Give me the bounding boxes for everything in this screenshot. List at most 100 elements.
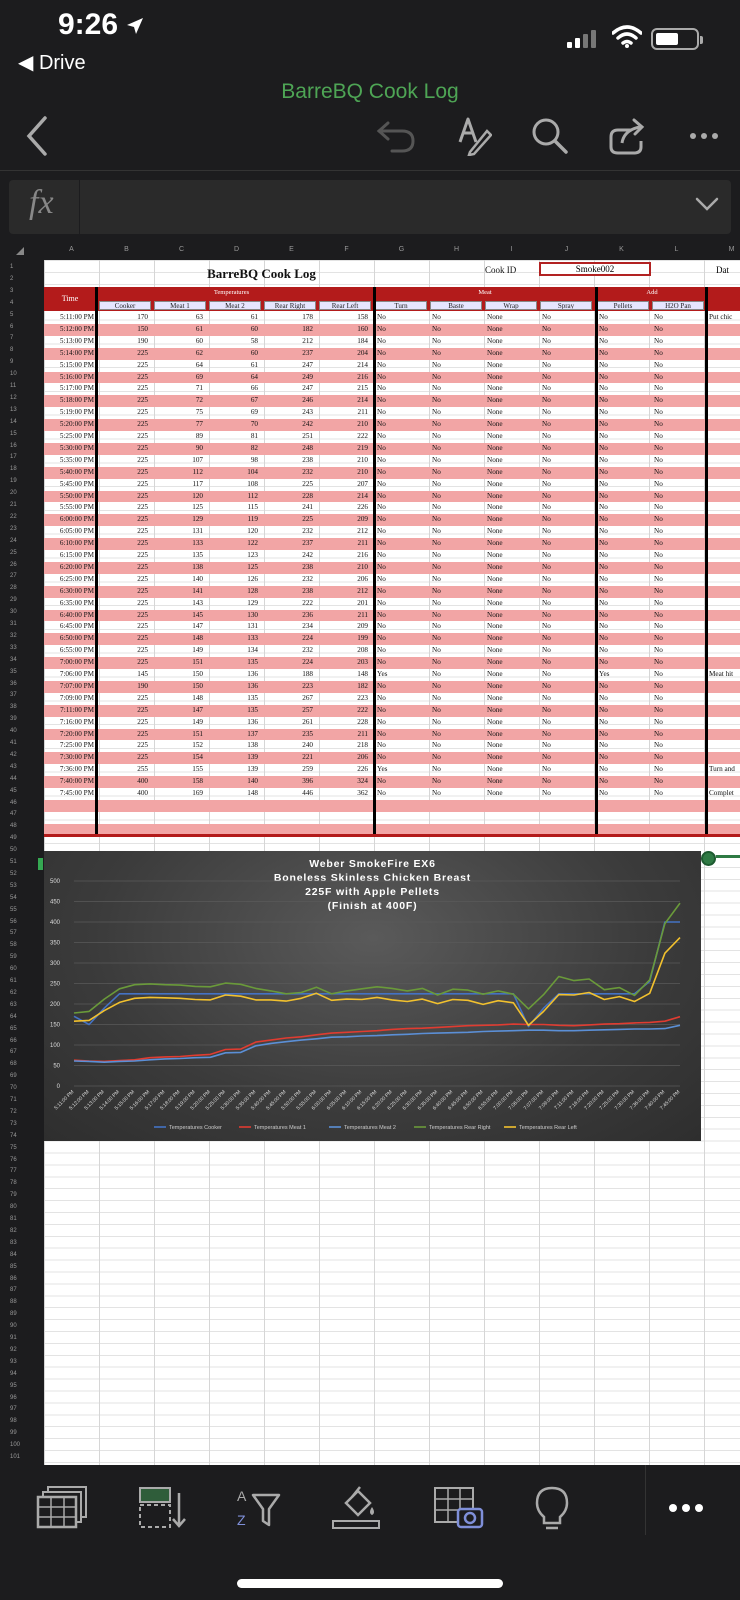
table-cell[interactable]: 137 <box>247 729 258 738</box>
table-cell[interactable]: 6:50:00 PM <box>59 634 94 643</box>
subheader-cell[interactable]: H2O Pan <box>652 301 704 310</box>
table-cell[interactable]: 210 <box>357 467 368 476</box>
table-cell[interactable]: 225 <box>137 515 148 524</box>
table-cell[interactable]: 190 <box>137 336 148 345</box>
table-cell[interactable]: No <box>599 598 608 607</box>
row-header[interactable]: 25 <box>10 549 17 556</box>
table-cell[interactable]: 238 <box>302 455 313 464</box>
table-cell[interactable]: No <box>542 741 551 750</box>
row-header[interactable]: 5 <box>10 311 14 318</box>
row-header[interactable]: 72 <box>10 1108 17 1115</box>
table-cell[interactable]: No <box>542 527 551 536</box>
table-row[interactable]: 6:05:00 PM 225 131 120 232 212 No No None No No No <box>44 526 740 538</box>
table-cell[interactable]: 67 <box>250 396 258 405</box>
row-header[interactable]: 26 <box>10 561 17 568</box>
table-row[interactable]: 7:11:00 PM 225 147 135 257 222 No No None No No No <box>44 704 740 717</box>
table-cell[interactable]: 5:40:00 PM <box>59 467 94 476</box>
table-cell[interactable]: 5:18:00 PM <box>59 396 94 405</box>
table-cell[interactable]: No <box>599 586 608 595</box>
row-header[interactable]: 9 <box>10 359 14 366</box>
row-header[interactable]: 63 <box>10 1001 17 1008</box>
table-cell[interactable]: None <box>487 741 503 750</box>
table-cell[interactable]: 70 <box>250 420 258 429</box>
table-cell[interactable]: No <box>542 586 551 595</box>
table-cell[interactable]: 150 <box>192 681 203 690</box>
table-cell[interactable]: 160 <box>357 324 368 333</box>
row-header[interactable]: 39 <box>10 716 17 723</box>
table-cell[interactable]: 154 <box>192 753 203 762</box>
table-cell[interactable]: 5:13:00 PM <box>59 336 94 345</box>
table-cell[interactable]: No <box>654 372 663 381</box>
table-row[interactable]: 7:30:00 PM 225 154 139 221 206 No No None No No No <box>44 752 740 765</box>
table-cell[interactable]: 225 <box>137 574 148 583</box>
table-cell[interactable]: No <box>542 491 551 500</box>
row-header[interactable]: 101 <box>10 1454 21 1460</box>
table-cell[interactable]: None <box>487 705 503 714</box>
table-cell[interactable]: 6:15:00 PM <box>59 551 94 559</box>
table-cell[interactable]: No <box>377 372 386 381</box>
table-cell[interactable]: None <box>487 360 503 369</box>
table-cell[interactable]: 5:15:00 PM <box>59 360 94 369</box>
table-cell[interactable]: 225 <box>302 515 313 524</box>
table-cell[interactable]: No <box>654 562 663 571</box>
table-cell[interactable]: No <box>542 646 551 655</box>
table-cell[interactable]: No <box>377 789 386 797</box>
table-cell[interactable]: None <box>487 420 503 429</box>
row-header[interactable]: 42 <box>10 751 17 758</box>
table-cell[interactable]: No <box>432 396 441 405</box>
table-cell[interactable]: 60 <box>250 348 258 357</box>
row-header[interactable]: 34 <box>10 656 17 663</box>
table-cell[interactable]: None <box>487 515 503 524</box>
table-cell[interactable]: No <box>432 693 441 702</box>
table-cell[interactable]: 5:35:00 PM <box>59 455 94 464</box>
row-header[interactable]: 83 <box>10 1239 17 1246</box>
table-cell[interactable]: No <box>654 348 663 357</box>
table-cell[interactable]: No <box>542 622 551 631</box>
table-cell[interactable]: No <box>432 467 441 476</box>
table-cell[interactable]: None <box>487 622 503 631</box>
table-cell[interactable]: 259 <box>302 765 313 774</box>
table-row[interactable]: 7:16:00 PM 225 149 136 261 228 No No None No No No <box>44 717 740 729</box>
table-cell[interactable]: No <box>599 491 608 500</box>
table-row[interactable]: 5:35:00 PM 225 107 98 238 210 No No None No No No <box>44 455 740 467</box>
table-cell[interactable]: 212 <box>357 586 368 595</box>
table-cell[interactable]: 130 <box>247 610 258 619</box>
table-cell[interactable]: No <box>377 562 386 571</box>
row-header[interactable]: 53 <box>10 882 17 889</box>
table-cell[interactable]: No <box>599 324 608 333</box>
table-cell[interactable]: No <box>599 634 608 643</box>
table-cell[interactable]: Yes <box>377 765 388 774</box>
row-header[interactable]: 71 <box>10 1097 17 1103</box>
table-row[interactable]: 6:20:00 PM 225 138 125 238 210 No No None No No No <box>44 561 740 574</box>
table-cell[interactable]: 446 <box>302 789 313 797</box>
row-header[interactable]: 93 <box>10 1358 17 1365</box>
table-cell[interactable]: 61 <box>250 360 258 369</box>
line-chart[interactable]: Weber SmokeFire EX6 Boneless Skinless Chi… <box>44 851 701 1141</box>
table-cell[interactable]: 225 <box>137 622 148 631</box>
table-cell[interactable]: 170 <box>137 313 148 321</box>
table-cell[interactable]: No <box>432 586 441 595</box>
table-cell[interactable]: 7:40:00 PM <box>59 777 94 786</box>
table-cell[interactable]: No <box>377 574 386 583</box>
table-cell[interactable]: 115 <box>247 503 258 512</box>
table-cell[interactable]: 5:25:00 PM <box>59 432 94 440</box>
row-header[interactable]: 13 <box>10 406 17 413</box>
table-cell[interactable]: No <box>599 313 608 321</box>
table-cell[interactable]: 224 <box>302 634 313 643</box>
table-cell[interactable]: 222 <box>357 705 368 714</box>
row-header[interactable]: 62 <box>10 989 17 996</box>
row-header[interactable]: 45 <box>10 787 17 794</box>
table-cell[interactable]: 122 <box>247 539 258 548</box>
table-cell[interactable]: No <box>654 527 663 536</box>
row-header[interactable]: 12 <box>10 394 17 401</box>
table-cell[interactable]: 6:30:00 PM <box>59 586 94 595</box>
subheader-cell[interactable]: Pellets <box>597 301 649 310</box>
row-header[interactable]: 16 <box>10 442 17 449</box>
column-header[interactable]: C <box>178 246 185 253</box>
table-cell[interactable]: 209 <box>357 515 368 524</box>
row-header[interactable]: 59 <box>10 954 17 961</box>
table-cell[interactable]: 61 <box>250 313 258 321</box>
sort-icon[interactable] <box>134 1483 190 1533</box>
table-cell[interactable]: 60 <box>250 324 258 333</box>
insert-picture-icon[interactable] <box>430 1483 486 1533</box>
